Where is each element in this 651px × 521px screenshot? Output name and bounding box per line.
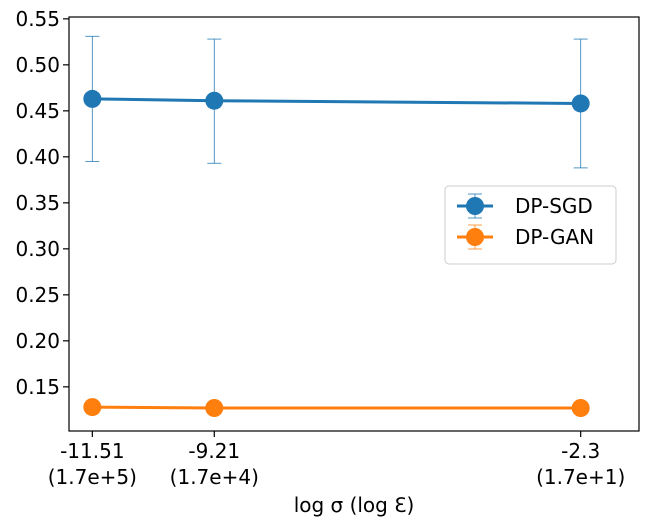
data-point — [571, 94, 590, 113]
legend-swatch-marker — [466, 228, 484, 246]
y-tick-label: 0.55 — [15, 7, 60, 31]
y-tick-label: 0.15 — [15, 375, 60, 399]
series-dp-sgd — [83, 35, 590, 169]
x-tick-sublabel: (1.7e+1) — [536, 465, 625, 489]
series-line — [92, 405, 581, 410]
y-tick-label: 0.25 — [15, 283, 60, 307]
x-tick-label: -11.51 — [60, 439, 124, 463]
y-tick-label: 0.20 — [15, 329, 60, 353]
legend-label: DP-GAN — [515, 225, 594, 249]
y-tick-label: 0.50 — [15, 53, 60, 77]
series-line — [92, 97, 581, 105]
legend-label: DP-SGD — [515, 194, 593, 218]
y-tick-label: 0.30 — [15, 237, 60, 261]
y-tick-label: 0.45 — [15, 99, 60, 123]
data-point — [571, 399, 590, 417]
y-tick-label: 0.35 — [15, 191, 60, 215]
x-tick-label: -9.21 — [188, 439, 240, 463]
data-point — [83, 89, 102, 108]
legend: DP-SGD DP-GAN — [444, 185, 617, 265]
data-point — [205, 399, 224, 417]
x-tick-sublabel: (1.7e+4) — [170, 465, 259, 489]
y-tick-label: 0.40 — [15, 145, 60, 169]
x-tick-sublabel: (1.7e+5) — [48, 465, 137, 489]
plot-frame — [68, 16, 640, 432]
x-axis-title: log σ (log ℇ) — [294, 493, 415, 517]
legend-swatch-marker — [466, 197, 484, 215]
x-tick-label: -2.3 — [561, 439, 600, 463]
data-point — [205, 91, 224, 110]
series-dp-gan — [83, 398, 590, 417]
data-point — [83, 398, 102, 417]
